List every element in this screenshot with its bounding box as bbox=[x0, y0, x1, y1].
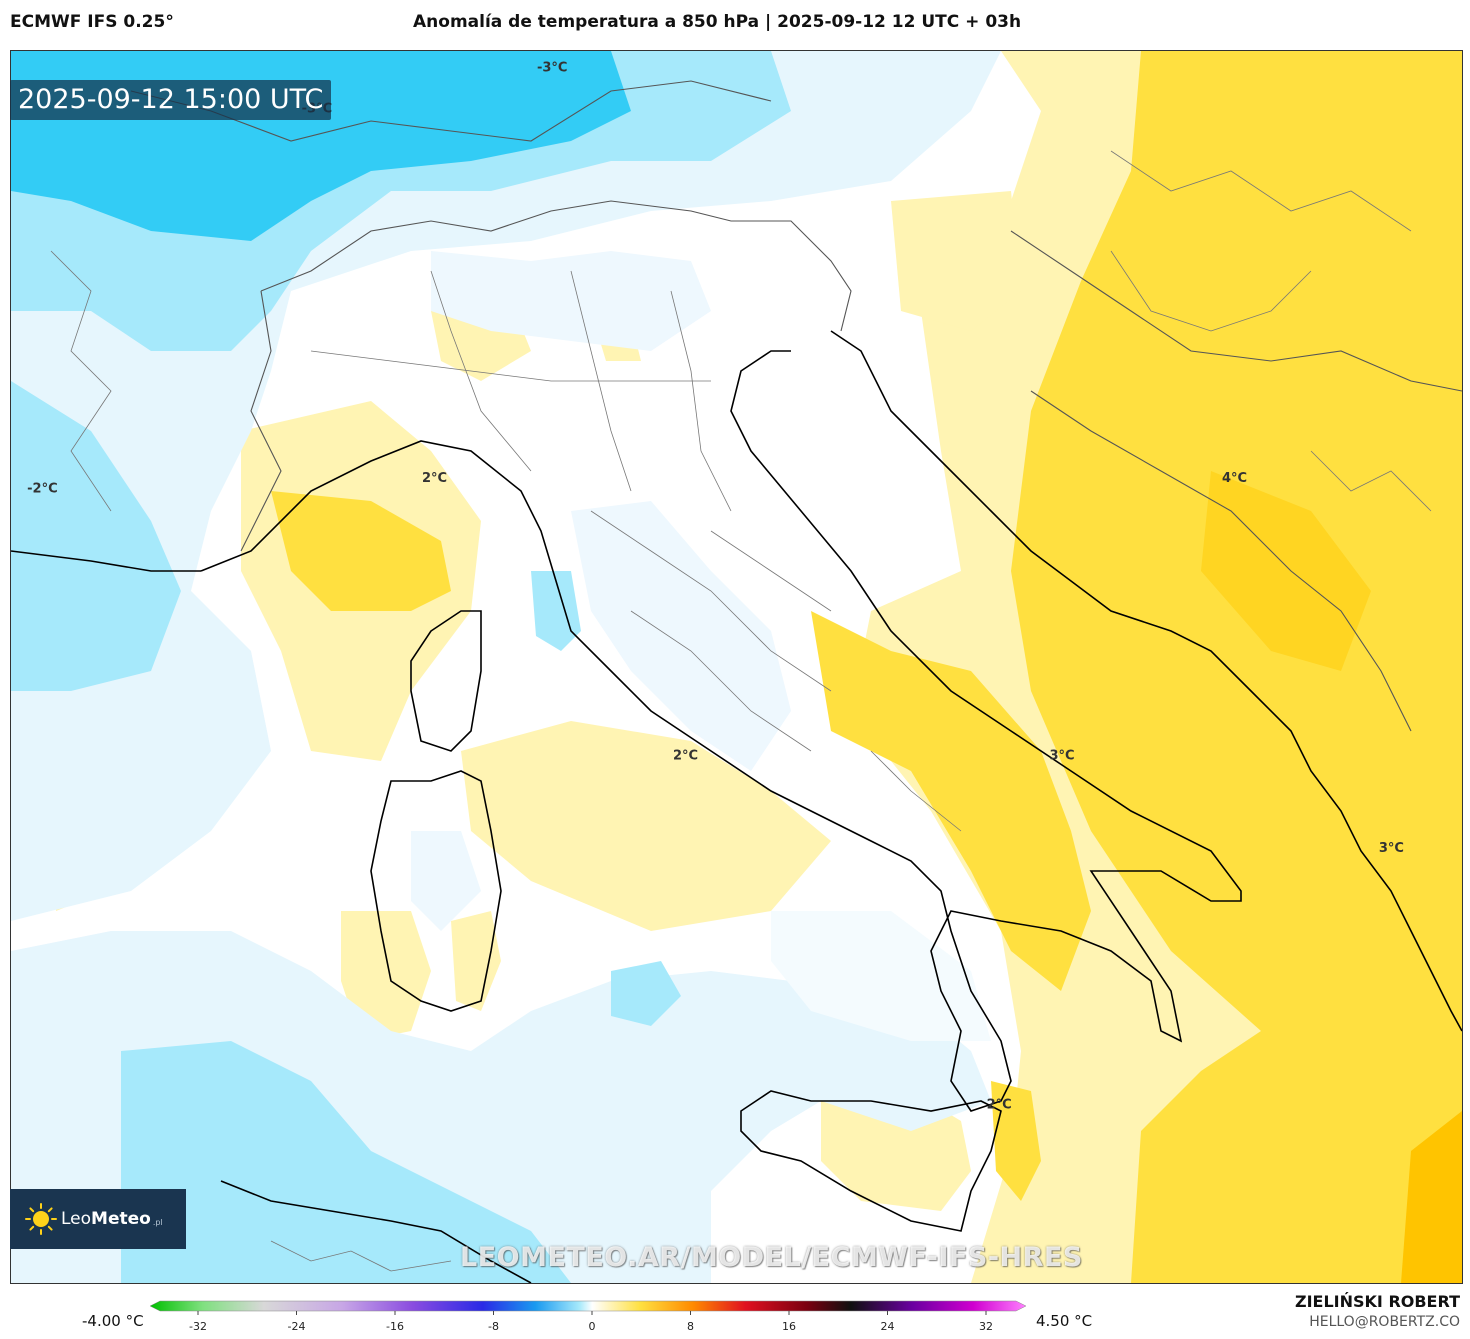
colorbar-tick-label: 24 bbox=[881, 1320, 895, 1333]
colorbar: -32 -24 -16 -8 0 8 16 24 32 bbox=[150, 1300, 1027, 1333]
border-alps bbox=[260, 200, 852, 332]
field-max-label: 4.50 °C bbox=[1036, 1312, 1093, 1330]
warm-light-tyrrhenian bbox=[461, 721, 831, 931]
field-min-label: -4.00 °C bbox=[82, 1312, 144, 1330]
warm-ligurian-core bbox=[271, 491, 451, 611]
cold-light-italy-n bbox=[431, 251, 711, 351]
colorbar-tick-label: -8 bbox=[488, 1320, 499, 1333]
valid-time-badge: 2025-09-12 15:00 UTC bbox=[10, 80, 332, 120]
credit-name: ZIELIŃSKI ROBERT bbox=[1294, 1292, 1460, 1311]
warm-apennines bbox=[811, 611, 1091, 991]
logo-text: LeoMeteo bbox=[61, 1209, 151, 1229]
contour-label-8: 2°C bbox=[987, 1098, 1012, 1113]
cold-light-sardinia bbox=[411, 831, 481, 931]
colorbar-gradient bbox=[150, 1300, 1027, 1312]
colorbar-tick-label: -24 bbox=[288, 1320, 306, 1333]
contour-label-0: -3°C bbox=[537, 61, 567, 76]
colorbar-tick-label: 8 bbox=[687, 1320, 694, 1333]
coast-corsica bbox=[410, 610, 482, 752]
coastlines bbox=[11, 330, 1462, 1283]
colorbar-tick-label: 32 bbox=[979, 1320, 993, 1333]
contour-label-3: 2°C bbox=[422, 471, 447, 486]
border-france-italy bbox=[240, 290, 282, 552]
contour-label-6: 4°C bbox=[1222, 471, 1247, 486]
coast-sardinia bbox=[370, 770, 502, 1012]
warm-calabria bbox=[991, 1081, 1041, 1201]
coast-adriatic-east bbox=[830, 330, 1462, 1032]
coast-italy bbox=[200, 350, 1242, 1112]
warm-field-balkans bbox=[1011, 51, 1462, 1283]
watermark-url: LEOMETEO.AR/MODEL/ECMWF-IFS-HRES bbox=[460, 1242, 1083, 1273]
borders bbox=[130, 80, 1462, 732]
model-name: ECMWF IFS 0.25° bbox=[10, 12, 174, 32]
coast-france bbox=[11, 550, 201, 572]
contour-label-5: 3°C bbox=[1049, 748, 1074, 763]
contour-label-2: -2°C bbox=[27, 482, 57, 497]
warm-light-sardinia-e bbox=[451, 911, 501, 1011]
contour-label-7: 3°C bbox=[1379, 841, 1404, 856]
cold-light-italy-c bbox=[571, 501, 791, 771]
sun-icon bbox=[25, 1203, 57, 1235]
border-north bbox=[130, 80, 772, 142]
anomaly-map[interactable]: -3°C-3°C-2°C2°C2°C3°C4°C3°C2°C bbox=[11, 51, 1462, 1283]
cold-tyrrhenian-patch bbox=[611, 961, 681, 1026]
warm-strong-patch bbox=[1201, 471, 1371, 671]
colorbar-ticks: -32 -24 -16 -8 0 8 16 24 32 bbox=[189, 1311, 993, 1333]
warm-field-slovenia bbox=[891, 191, 1021, 331]
map-title: Anomalía de temperatura a 850 hPa | 2025… bbox=[413, 12, 1022, 32]
colorbar-tick-label: -32 bbox=[189, 1320, 207, 1333]
map-panel[interactable]: -3°C-3°C-2°C2°C2°C3°C4°C3°C2°C bbox=[10, 50, 1463, 1284]
cold-tuscany-patch bbox=[531, 571, 581, 651]
cold-light-ionian bbox=[771, 911, 991, 1041]
coast-tunisia bbox=[220, 1180, 532, 1283]
colorbar-tick-label: -16 bbox=[386, 1320, 404, 1333]
border-balkans2 bbox=[1030, 390, 1412, 732]
border-balkans bbox=[1010, 230, 1462, 392]
colorbar-tick-label: 16 bbox=[782, 1320, 796, 1333]
logo-brand-bold: Meteo bbox=[91, 1209, 151, 1229]
credit-email[interactable]: HELLO@ROBERTZ.CO bbox=[1309, 1314, 1460, 1330]
logo-suffix: .pl bbox=[152, 1217, 163, 1227]
colorbar-tick-label: 0 bbox=[589, 1320, 596, 1333]
cold-south bbox=[121, 1041, 571, 1283]
warm-strong-field bbox=[1401, 1111, 1462, 1283]
leometeo-logo[interactable]: LeoMeteo .pl bbox=[10, 1189, 186, 1249]
region-lines bbox=[50, 150, 1432, 1272]
coast-sicily bbox=[740, 1090, 1002, 1232]
contour-label-4: 2°C bbox=[673, 748, 698, 763]
cold-west bbox=[11, 381, 181, 691]
warm-light-sardinia bbox=[341, 911, 431, 1041]
logo-brand-light: Leo bbox=[61, 1209, 92, 1229]
